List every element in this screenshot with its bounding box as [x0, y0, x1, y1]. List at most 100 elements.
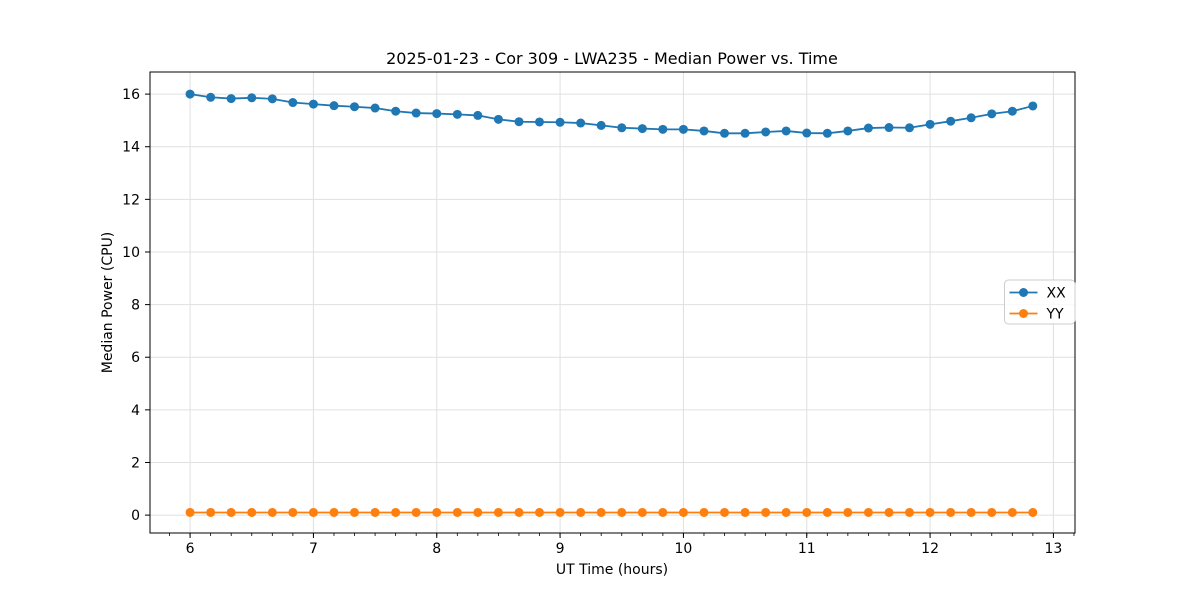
data-point-YY-18 [555, 507, 565, 517]
data-point-YY-12 [432, 507, 442, 517]
data-point-XX-40 [1007, 106, 1017, 116]
series-layer [185, 89, 1038, 517]
data-point-YY-32 [843, 507, 853, 517]
data-point-XX-17 [534, 117, 544, 127]
data-point-XX-41 [1028, 101, 1038, 111]
data-point-XX-7 [329, 101, 339, 111]
legend: XX YY [1004, 279, 1076, 325]
data-point-YY-20 [596, 507, 606, 517]
data-point-XX-1 [206, 92, 216, 102]
plot-border [149, 71, 1076, 534]
data-point-XX-24 [678, 124, 688, 134]
data-point-YY-24 [678, 507, 688, 517]
data-point-XX-15 [493, 114, 503, 124]
data-point-XX-0 [185, 89, 195, 99]
data-point-XX-19 [576, 118, 586, 128]
data-point-XX-35 [904, 123, 914, 133]
data-point-XX-13 [452, 109, 462, 119]
x-tick-label-9: 9 [556, 541, 565, 557]
data-point-YY-17 [534, 507, 544, 517]
data-point-XX-26 [719, 128, 729, 138]
data-point-XX-3 [247, 93, 257, 103]
x-tick-label-6: 6 [186, 541, 195, 557]
data-point-YY-19 [576, 507, 586, 517]
y-tick-label-10: 10 [122, 245, 140, 261]
data-point-XX-33 [863, 123, 873, 133]
data-point-YY-16 [514, 507, 524, 517]
data-point-XX-16 [514, 117, 524, 127]
legend-marker-XX [1019, 288, 1028, 297]
data-point-YY-30 [802, 507, 812, 517]
data-point-YY-40 [1007, 507, 1017, 517]
data-point-YY-22 [637, 507, 647, 517]
y-tick-label-2: 2 [131, 455, 140, 471]
data-point-YY-38 [966, 507, 976, 517]
data-point-XX-2 [226, 94, 236, 104]
legend-label-XX: XX [1047, 286, 1067, 302]
grid-layer [150, 72, 1075, 533]
data-point-YY-31 [822, 507, 832, 517]
data-point-YY-5 [288, 507, 298, 517]
x-tick-label-12: 12 [921, 541, 939, 557]
data-point-YY-34 [884, 507, 894, 517]
data-point-XX-6 [308, 99, 318, 109]
x-tick-label-10: 10 [675, 541, 693, 557]
data-point-XX-25 [699, 126, 709, 136]
data-point-YY-29 [781, 507, 791, 517]
data-point-YY-1 [206, 507, 216, 517]
data-point-YY-28 [761, 507, 771, 517]
y-tick-label-8: 8 [131, 298, 140, 314]
y-tick-label-14: 14 [122, 140, 140, 156]
data-point-XX-37 [946, 116, 956, 126]
data-point-XX-8 [349, 102, 359, 112]
x-tick-label-11: 11 [798, 541, 816, 557]
data-point-YY-26 [719, 507, 729, 517]
data-point-XX-9 [370, 103, 380, 113]
data-point-XX-11 [411, 108, 421, 118]
data-point-YY-36 [925, 507, 935, 517]
data-point-XX-39 [987, 109, 997, 119]
data-point-YY-35 [904, 507, 914, 517]
data-point-XX-21 [617, 123, 627, 133]
data-point-XX-18 [555, 117, 565, 127]
data-point-YY-9 [370, 507, 380, 517]
data-point-XX-12 [432, 109, 442, 119]
data-point-XX-32 [843, 126, 853, 136]
data-point-XX-30 [802, 128, 812, 138]
y-tick-label-0: 0 [131, 508, 140, 524]
data-point-YY-27 [740, 507, 750, 517]
data-point-YY-41 [1028, 507, 1038, 517]
tick-layer: 6 7 8 9 10 11 12 13 0 2 4 6 8 10 12 14 16 [122, 87, 1075, 557]
data-point-YY-14 [473, 507, 483, 517]
data-point-XX-29 [781, 126, 791, 136]
x-tick-label-8: 8 [432, 541, 441, 557]
data-point-XX-31 [822, 128, 832, 138]
data-point-YY-4 [267, 507, 277, 517]
y-tick-label-6: 6 [131, 350, 140, 366]
data-point-XX-10 [391, 106, 401, 116]
data-point-YY-2 [226, 507, 236, 517]
data-point-YY-37 [946, 507, 956, 517]
data-point-YY-3 [247, 507, 257, 517]
data-point-YY-21 [617, 507, 627, 517]
data-point-YY-25 [699, 507, 709, 517]
legend-label-YY: YY [1046, 307, 1065, 323]
data-point-XX-27 [740, 128, 750, 138]
data-point-YY-11 [411, 507, 421, 517]
data-point-XX-22 [637, 124, 647, 134]
y-tick-label-16: 16 [122, 87, 140, 103]
data-point-YY-6 [308, 507, 318, 517]
data-point-YY-8 [349, 507, 359, 517]
data-point-YY-7 [329, 507, 339, 517]
y-tick-label-4: 4 [131, 403, 140, 419]
data-point-XX-28 [761, 127, 771, 137]
x-tick-label-13: 13 [1045, 541, 1063, 557]
data-point-XX-38 [966, 113, 976, 123]
x-tick-label-7: 7 [309, 541, 318, 557]
data-point-XX-20 [596, 120, 606, 130]
y-tick-label-12: 12 [122, 192, 140, 208]
data-point-YY-15 [493, 507, 503, 517]
x-axis-label: UT Time (hours) [556, 562, 668, 578]
data-point-XX-23 [658, 124, 668, 134]
